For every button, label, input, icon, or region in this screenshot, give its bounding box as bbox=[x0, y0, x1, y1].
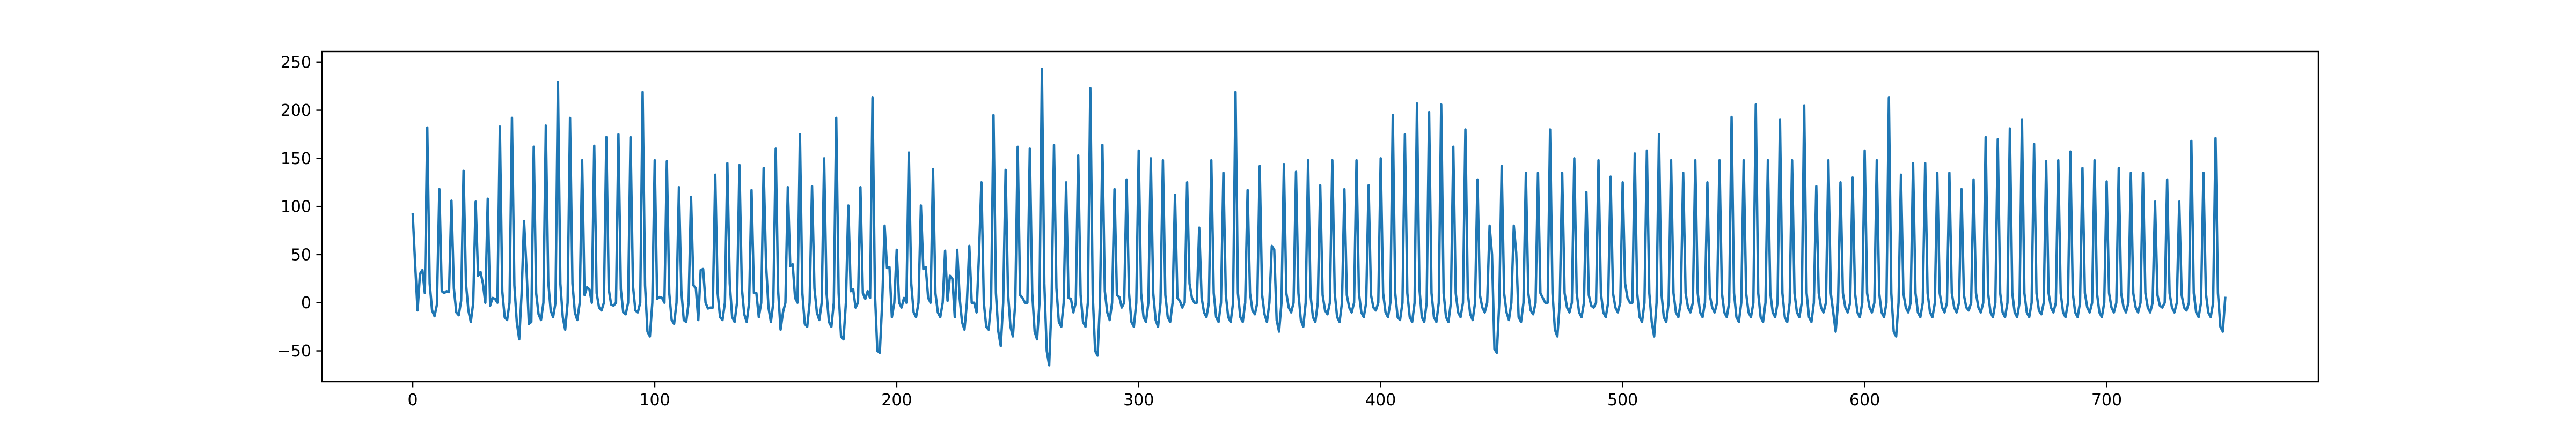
y-tick-label: −50 bbox=[277, 342, 311, 361]
x-tick-label: 700 bbox=[2091, 391, 2122, 410]
y-tick-label: 0 bbox=[301, 294, 311, 313]
x-tick-label: 300 bbox=[1123, 391, 1154, 410]
x-tick-label: 500 bbox=[1607, 391, 1638, 410]
y-tick-label: 50 bbox=[291, 246, 311, 264]
series-line-0 bbox=[411, 68, 2227, 367]
series-layer bbox=[411, 68, 2227, 367]
axes-spines bbox=[321, 50, 2319, 383]
y-tick-label: 150 bbox=[281, 150, 311, 168]
x-tick-label: 200 bbox=[881, 391, 912, 410]
x-tick-label: 100 bbox=[639, 391, 670, 410]
x-tick-label: 400 bbox=[1365, 391, 1396, 410]
x-tick-label: 600 bbox=[1849, 391, 1880, 410]
axes-frame bbox=[321, 50, 2319, 383]
y-tick-label: 250 bbox=[281, 53, 311, 72]
y-tick-label: 100 bbox=[281, 198, 311, 217]
y-axis-ticks: −50 0 50 100 150 200 250 bbox=[277, 53, 322, 361]
y-tick-label: 200 bbox=[281, 101, 311, 120]
x-tick-label: 0 bbox=[408, 391, 418, 410]
x-axis-ticks: 0 100 200 300 400 500 600 700 bbox=[408, 382, 2122, 410]
